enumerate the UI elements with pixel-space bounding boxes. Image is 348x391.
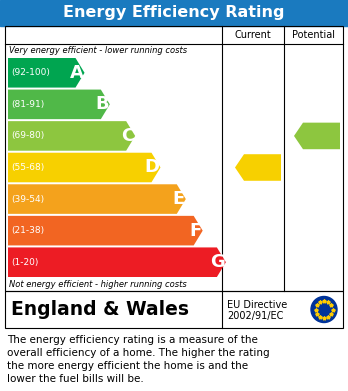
Polygon shape: [8, 216, 203, 246]
Text: England & Wales: England & Wales: [11, 300, 189, 319]
Polygon shape: [8, 58, 85, 88]
Text: (81-91): (81-91): [11, 100, 44, 109]
Text: (55-68): (55-68): [11, 163, 44, 172]
Text: 62: 62: [253, 160, 272, 174]
Text: D: D: [144, 158, 159, 176]
Polygon shape: [8, 153, 160, 182]
Circle shape: [311, 296, 337, 323]
Text: (1-20): (1-20): [11, 258, 38, 267]
Text: The energy efficiency rating is a measure of the: The energy efficiency rating is a measur…: [7, 335, 258, 345]
Text: B: B: [95, 95, 109, 113]
Text: (69-80): (69-80): [11, 131, 44, 140]
Text: C: C: [121, 127, 134, 145]
Text: (21-38): (21-38): [11, 226, 44, 235]
Text: E: E: [173, 190, 185, 208]
Text: A: A: [70, 64, 84, 82]
Polygon shape: [8, 121, 135, 151]
Text: Not energy efficient - higher running costs: Not energy efficient - higher running co…: [9, 280, 187, 289]
Text: the more energy efficient the home is and the: the more energy efficient the home is an…: [7, 361, 248, 371]
Text: F: F: [189, 222, 202, 240]
Polygon shape: [8, 184, 186, 214]
Text: EU Directive: EU Directive: [227, 300, 287, 310]
Text: 2002/91/EC: 2002/91/EC: [227, 310, 283, 321]
Text: overall efficiency of a home. The higher the rating: overall efficiency of a home. The higher…: [7, 348, 270, 358]
Text: G: G: [210, 253, 225, 271]
Text: Energy Efficiency Rating: Energy Efficiency Rating: [63, 5, 285, 20]
Bar: [5, 26, 343, 291]
Text: Potential: Potential: [292, 30, 335, 40]
Bar: [5, 291, 343, 328]
Text: lower the fuel bills will be.: lower the fuel bills will be.: [7, 374, 144, 384]
Bar: [0, 0, 348, 26]
Polygon shape: [235, 154, 281, 181]
Text: (92-100): (92-100): [11, 68, 50, 77]
Text: (39-54): (39-54): [11, 195, 44, 204]
Polygon shape: [294, 123, 340, 149]
Text: Very energy efficient - lower running costs: Very energy efficient - lower running co…: [9, 46, 187, 55]
Polygon shape: [8, 248, 226, 277]
Polygon shape: [8, 90, 110, 119]
Text: 74: 74: [312, 129, 331, 143]
Text: Current: Current: [235, 30, 271, 40]
